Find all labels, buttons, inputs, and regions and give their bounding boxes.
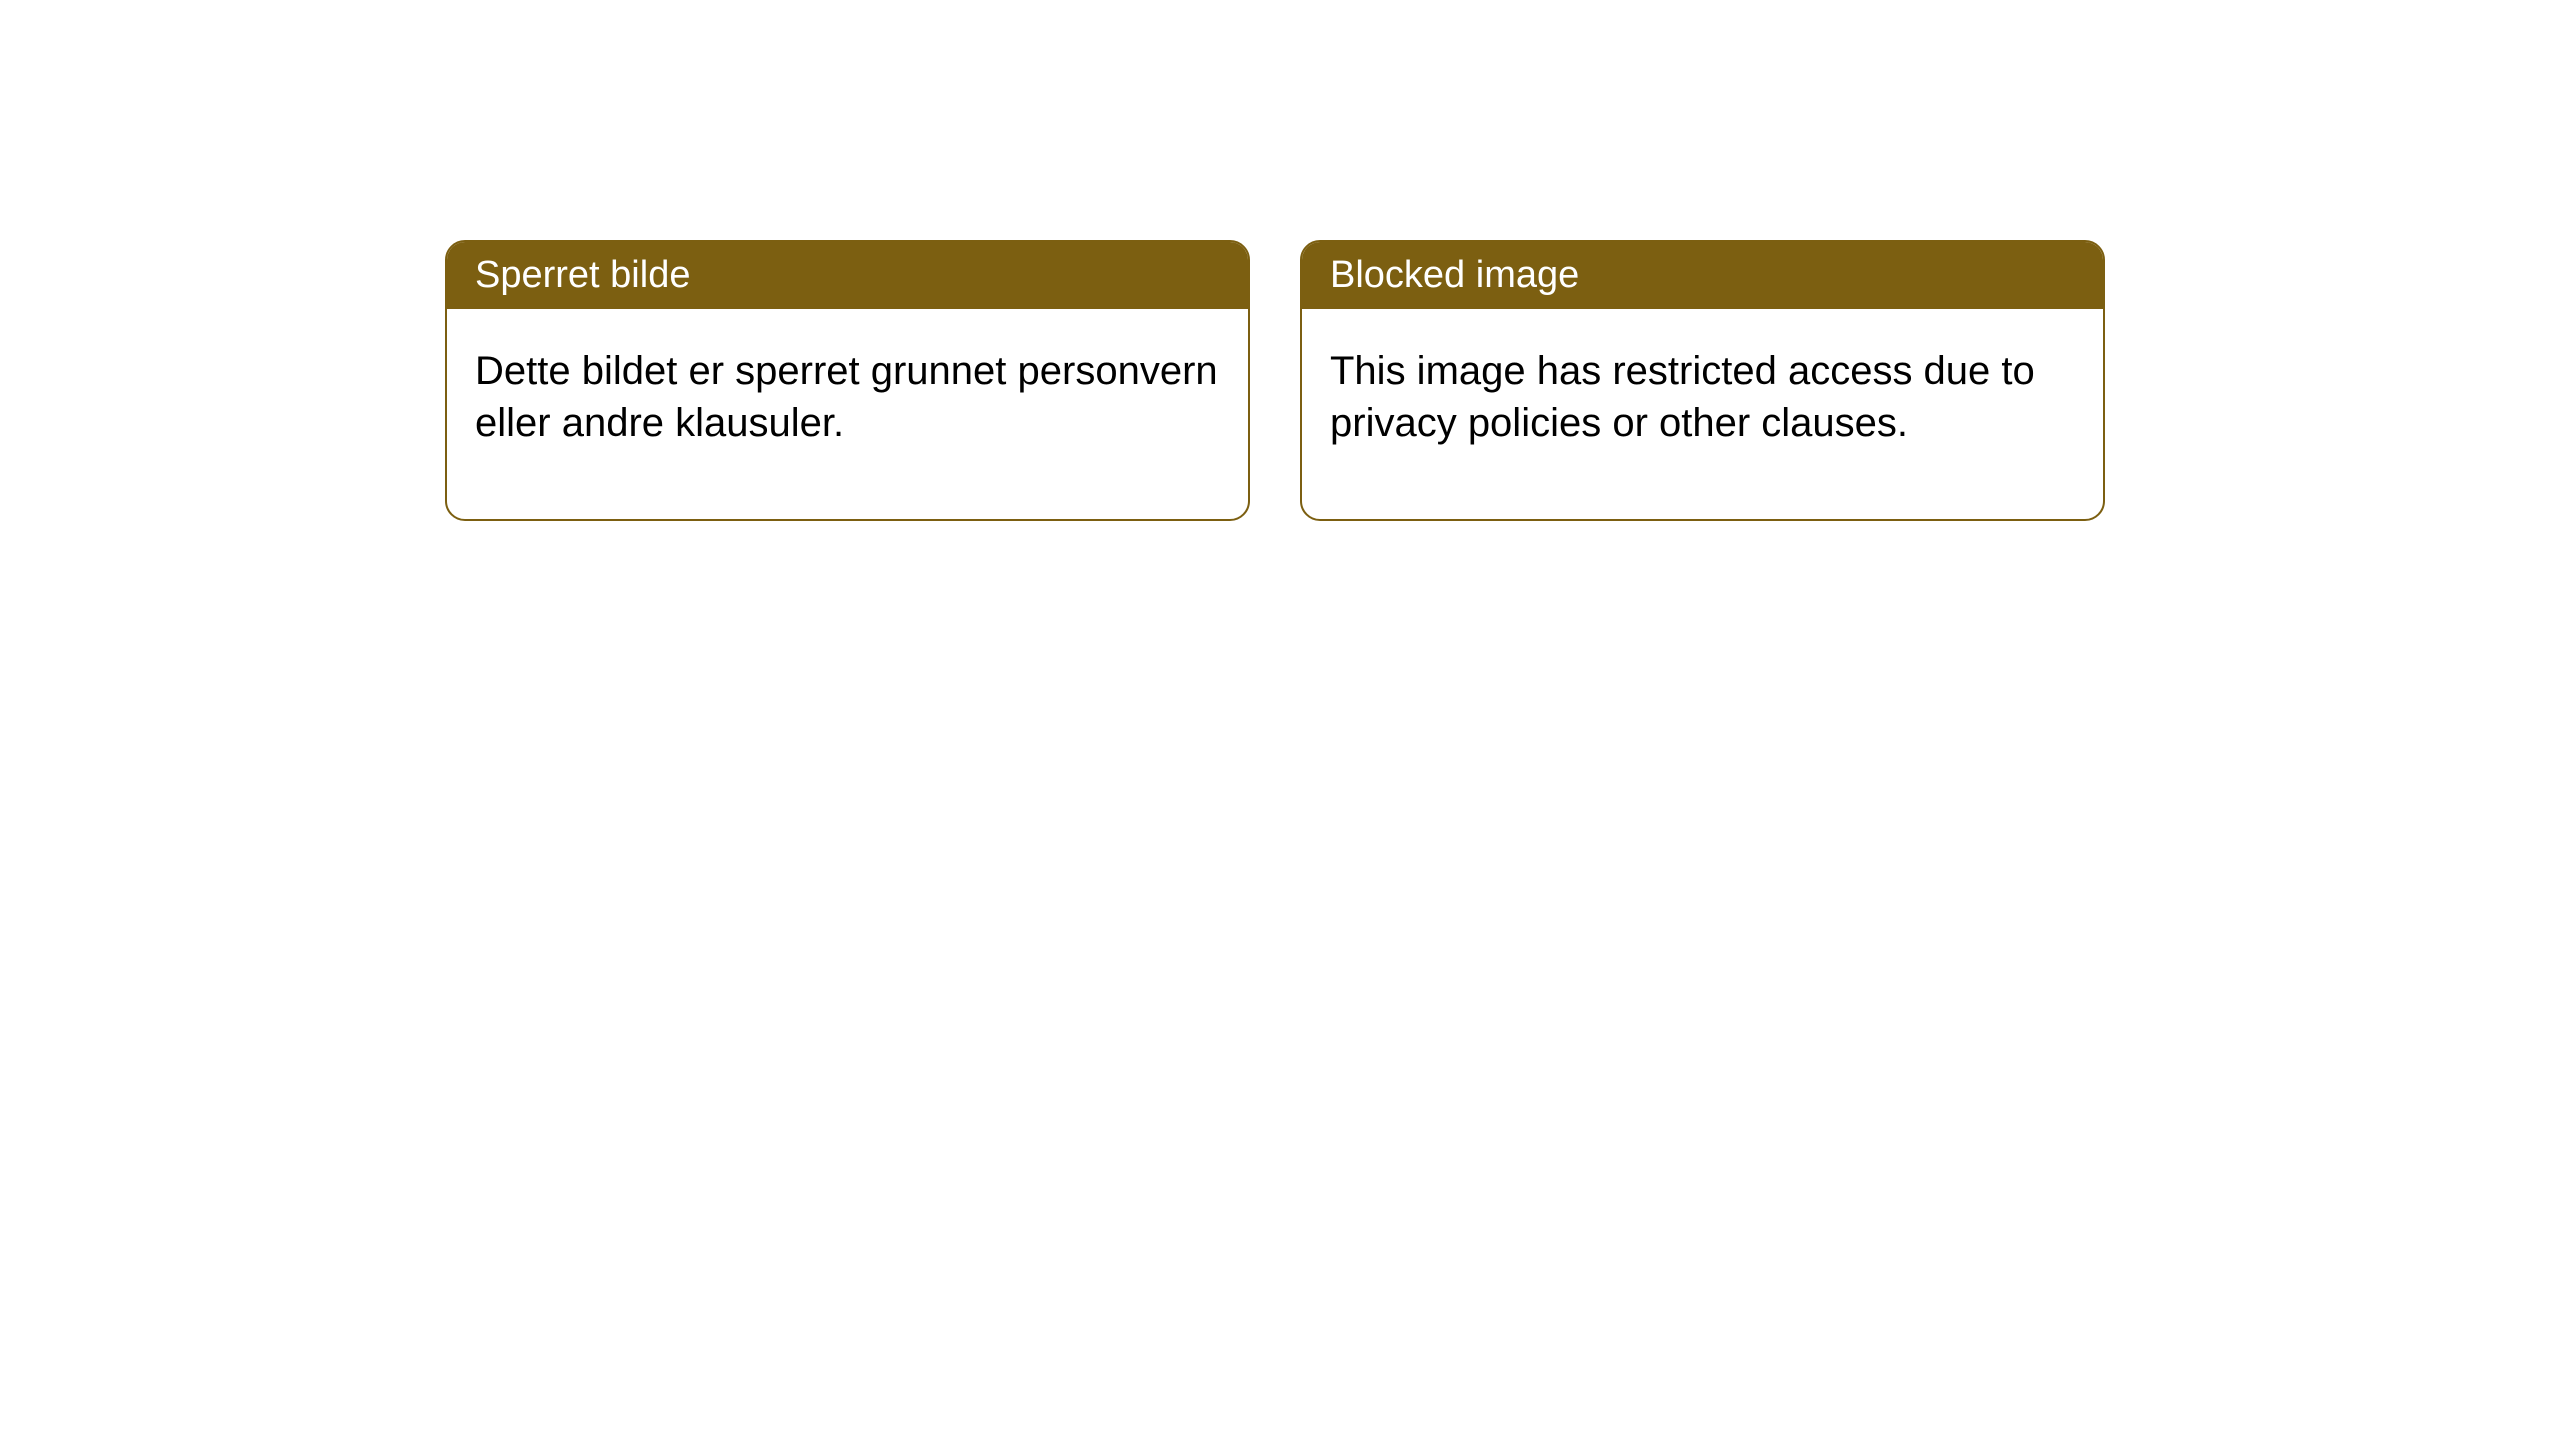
notice-container: Sperret bilde Dette bildet er sperret gr… [445, 240, 2105, 521]
notice-header: Blocked image [1302, 242, 2103, 309]
notice-title: Blocked image [1330, 254, 1579, 296]
notice-text: Dette bildet er sperret grunnet personve… [475, 349, 1218, 445]
notice-title: Sperret bilde [475, 254, 690, 296]
notice-card-english: Blocked image This image has restricted … [1300, 240, 2105, 521]
notice-header: Sperret bilde [447, 242, 1248, 309]
notice-body: This image has restricted access due to … [1302, 309, 2103, 519]
notice-text: This image has restricted access due to … [1330, 349, 2035, 445]
notice-body: Dette bildet er sperret grunnet personve… [447, 309, 1248, 519]
notice-card-norwegian: Sperret bilde Dette bildet er sperret gr… [445, 240, 1250, 521]
